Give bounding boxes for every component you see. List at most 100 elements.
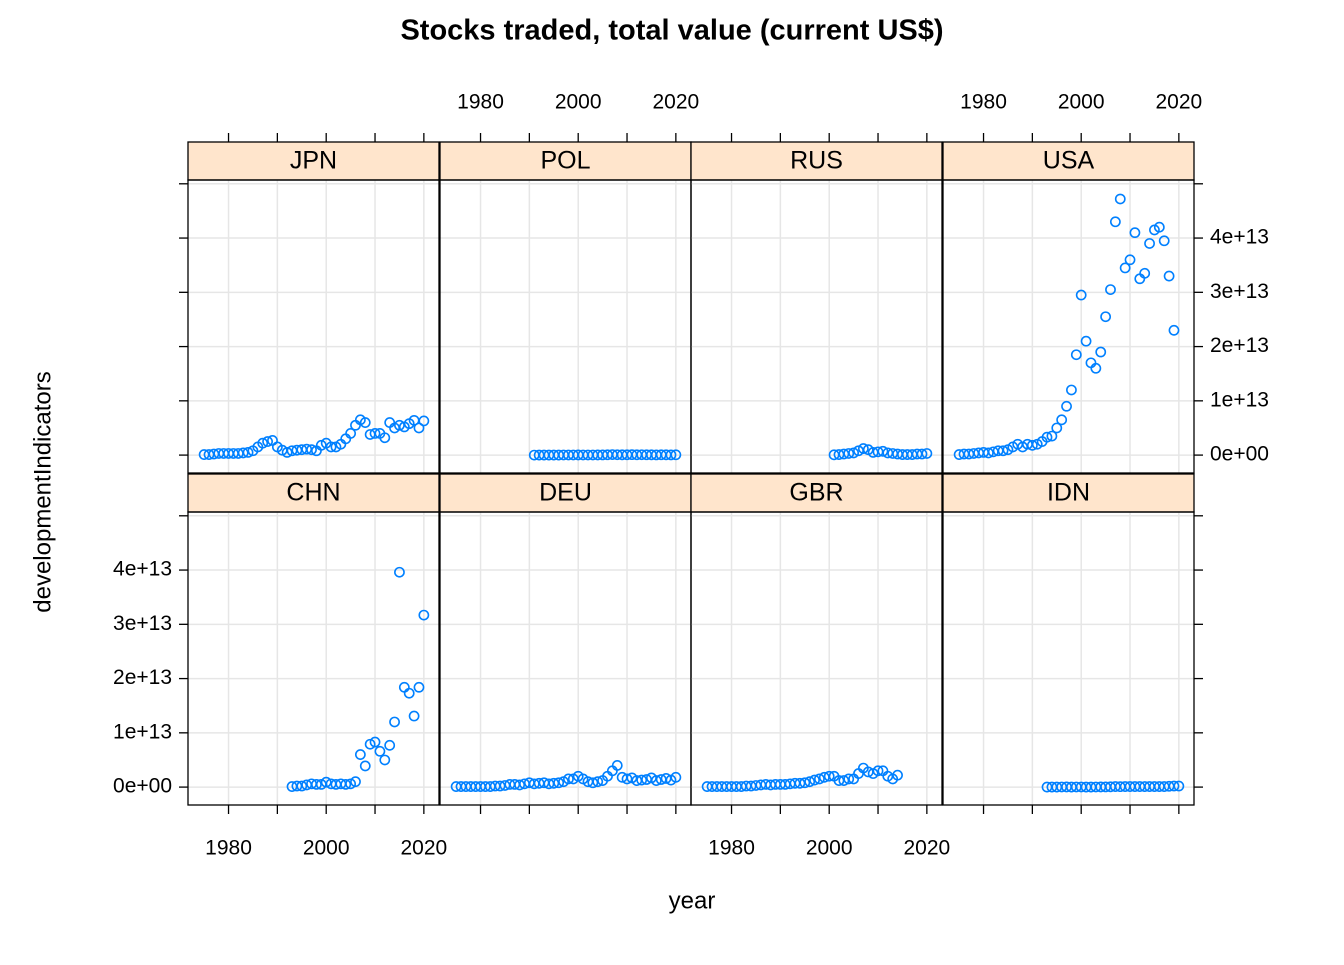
point — [257, 437, 269, 449]
y-axis-label: developmentIndicators — [29, 371, 56, 612]
point — [621, 773, 633, 785]
y-tick-label: 1e+13 — [113, 720, 172, 743]
point — [553, 777, 565, 789]
x-tick-label: 2020 — [401, 837, 448, 860]
point — [650, 775, 662, 786]
point — [916, 448, 928, 460]
point — [1090, 362, 1102, 374]
strip-label: DEU — [539, 479, 592, 507]
strip — [942, 473, 1195, 513]
point — [494, 780, 506, 792]
panel-border — [690, 511, 943, 806]
point — [636, 774, 648, 786]
y-tick-label: 0e+00 — [1210, 443, 1269, 466]
point — [670, 771, 682, 783]
point — [799, 777, 811, 789]
point — [389, 716, 400, 728]
strip-label: JPN — [290, 147, 337, 175]
strip-label: GBR — [789, 479, 843, 507]
x-tick-label: 2020 — [904, 837, 951, 860]
point — [1168, 324, 1180, 336]
point — [311, 778, 322, 790]
point — [1056, 414, 1068, 426]
y-tick-label: 3e+13 — [113, 612, 172, 635]
point — [262, 436, 273, 447]
point — [1158, 235, 1170, 247]
point — [359, 760, 371, 772]
y-tick-label: 1e+13 — [1210, 388, 1269, 411]
x-tick-label: 2020 — [1156, 91, 1203, 114]
strip-label: CHN — [286, 479, 340, 507]
point — [296, 780, 308, 792]
point — [804, 776, 816, 788]
panel-border — [942, 511, 1195, 806]
x-tick-label: 1980 — [708, 837, 755, 860]
point — [814, 773, 825, 785]
point — [670, 449, 682, 461]
point — [877, 445, 889, 457]
panel-border — [690, 179, 943, 474]
point — [418, 609, 430, 621]
point — [379, 432, 391, 444]
point — [413, 422, 425, 434]
point — [1026, 439, 1038, 451]
chart-title: Stocks traded, total value (current US$) — [400, 15, 943, 47]
point — [857, 443, 869, 454]
point — [320, 776, 332, 788]
point — [611, 759, 623, 771]
point — [418, 415, 430, 427]
point — [1041, 431, 1053, 443]
point — [1095, 346, 1107, 358]
point — [592, 776, 604, 788]
point — [794, 777, 806, 789]
point — [1070, 349, 1082, 361]
point — [1144, 238, 1155, 249]
point — [1066, 384, 1077, 396]
point — [281, 446, 293, 458]
point — [563, 773, 574, 785]
point — [242, 446, 254, 458]
x-tick-label: 1980 — [457, 91, 504, 114]
point — [872, 765, 884, 777]
strip — [187, 473, 440, 513]
strip-label: RUS — [790, 147, 843, 175]
point — [833, 775, 845, 786]
point — [306, 444, 317, 456]
point — [379, 754, 391, 766]
point — [843, 448, 855, 459]
point — [843, 773, 855, 785]
point — [237, 447, 249, 459]
point — [325, 441, 337, 453]
point — [345, 778, 357, 790]
point — [809, 774, 820, 786]
point — [587, 777, 599, 789]
point — [369, 736, 381, 748]
point — [301, 443, 313, 455]
x-tick-label: 2020 — [653, 91, 700, 114]
point — [1114, 193, 1126, 205]
y-tick-label: 2e+13 — [1210, 334, 1269, 357]
point — [354, 749, 366, 760]
point — [1080, 335, 1092, 347]
panel-border — [187, 179, 440, 474]
point — [1051, 422, 1063, 434]
point — [1168, 780, 1180, 792]
strip-label: POL — [540, 147, 590, 175]
point — [1173, 780, 1185, 792]
x-tick-label: 2000 — [806, 837, 853, 860]
x-axis-label: year — [669, 887, 716, 914]
y-tick-label: 4e+13 — [113, 558, 172, 581]
strip-label: IDN — [1047, 479, 1090, 507]
point — [838, 775, 850, 786]
x-tick-label: 2000 — [1058, 91, 1105, 114]
y-tick-label: 4e+13 — [1210, 226, 1269, 249]
point — [345, 427, 357, 439]
point — [548, 777, 560, 789]
x-tick-label: 2000 — [555, 91, 602, 114]
x-tick-label: 1980 — [205, 837, 252, 860]
strip — [187, 141, 440, 181]
strip — [942, 141, 1195, 181]
point — [403, 687, 415, 699]
y-tick-label: 3e+13 — [1210, 280, 1269, 303]
point — [1124, 254, 1136, 266]
